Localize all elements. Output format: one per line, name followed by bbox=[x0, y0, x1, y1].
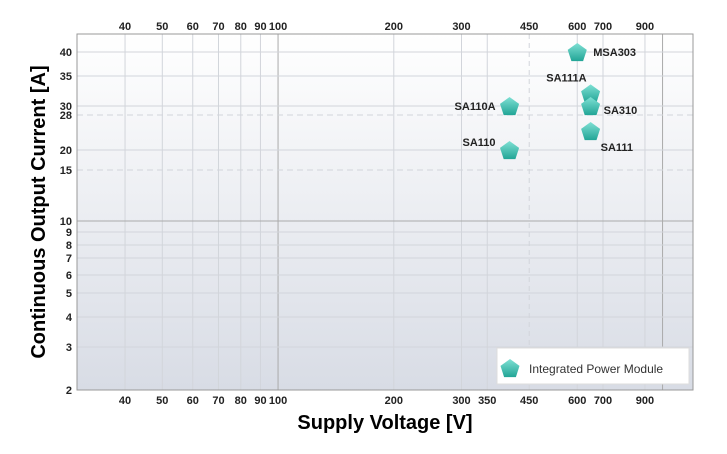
x-tick-label-top: 900 bbox=[636, 21, 654, 33]
y-tick-label: 4 bbox=[66, 312, 73, 324]
data-point-sa110 bbox=[500, 141, 520, 160]
plot-frame bbox=[76, 33, 694, 391]
y-tick-label: 5 bbox=[66, 288, 72, 300]
x-tick-label-bottom: 450 bbox=[520, 395, 538, 407]
point-label: MSA303 bbox=[593, 47, 636, 59]
x-tick-label-bottom: 600 bbox=[568, 395, 586, 407]
y-tick-label: 9 bbox=[66, 227, 72, 239]
x-tick-label-top: 300 bbox=[452, 21, 470, 33]
point-label: SA111A bbox=[546, 72, 586, 84]
x-tick-label-bottom: 900 bbox=[636, 395, 654, 407]
legend: Integrated Power Module bbox=[496, 347, 690, 385]
y-tick-label: 15 bbox=[60, 165, 72, 177]
x-tick-label-bottom: 700 bbox=[594, 395, 612, 407]
y-tick-label: 2 bbox=[66, 385, 72, 397]
legend-label: Integrated Power Module bbox=[529, 362, 663, 376]
x-tick-label-bottom: 40 bbox=[119, 395, 131, 407]
point-label: SA310 bbox=[604, 105, 638, 117]
y-tick-label: 10 bbox=[60, 216, 72, 228]
x-tick-label-bottom: 350 bbox=[478, 395, 496, 407]
data-point-msa303 bbox=[567, 43, 587, 62]
data-points: MSA303 SA111A SA310 SA111 SA110A SA110 bbox=[455, 43, 638, 160]
x-tick-label-top: 700 bbox=[594, 21, 612, 33]
x-tick-label-bottom: 50 bbox=[156, 395, 168, 407]
x-tick-label-bottom: 200 bbox=[385, 395, 403, 407]
x-tick-label-top: 70 bbox=[212, 21, 224, 33]
x-tick-label-bottom: 100 bbox=[269, 395, 287, 407]
x-tick-label-top: 450 bbox=[520, 21, 538, 33]
x-tick-label-top: 100 bbox=[269, 21, 287, 33]
x-tick-label-top: 200 bbox=[385, 21, 403, 33]
plot-area bbox=[77, 34, 693, 390]
data-point-sa111 bbox=[581, 122, 601, 141]
x-tick-label-bottom: 60 bbox=[187, 395, 199, 407]
x-tick-label-top: 40 bbox=[119, 21, 131, 33]
data-point-sa110a bbox=[500, 97, 520, 116]
y-tick-label: 28 bbox=[60, 110, 72, 122]
x-tick-label-bottom: 80 bbox=[235, 395, 247, 407]
x-tick-label-top: 600 bbox=[568, 21, 586, 33]
y-tick-label: 8 bbox=[66, 240, 72, 252]
data-point-sa111a bbox=[581, 84, 601, 103]
point-label: SA110 bbox=[463, 137, 496, 149]
x-tick-label-bottom: 70 bbox=[212, 395, 224, 407]
x-tick-label-bottom: 90 bbox=[254, 395, 266, 407]
x-tick-label-top: 80 bbox=[235, 21, 247, 33]
y-axis-title: Continuous Output Current [A] bbox=[28, 65, 50, 358]
x-tick-label-top: 90 bbox=[254, 21, 266, 33]
y-tick-label: 35 bbox=[60, 71, 72, 83]
point-label: SA111 bbox=[601, 142, 633, 154]
y-tick-label: 40 bbox=[60, 47, 72, 59]
x-axis-title: Supply Voltage [V] bbox=[297, 412, 472, 434]
x-tick-label-top: 50 bbox=[156, 21, 168, 33]
x-tick-label-top: 60 bbox=[187, 21, 199, 33]
y-tick-label: 20 bbox=[60, 145, 72, 157]
y-tick-label: 6 bbox=[66, 270, 72, 282]
data-point-sa310 bbox=[581, 97, 601, 116]
point-label: SA110A bbox=[455, 101, 496, 113]
x-tick-label-bottom: 300 bbox=[452, 395, 470, 407]
grid bbox=[77, 34, 693, 391]
y-tick-label: 7 bbox=[66, 253, 72, 265]
y-tick-label: 30 bbox=[60, 101, 72, 113]
legend-marker-icon bbox=[500, 359, 520, 378]
y-tick-label: 3 bbox=[66, 342, 72, 354]
